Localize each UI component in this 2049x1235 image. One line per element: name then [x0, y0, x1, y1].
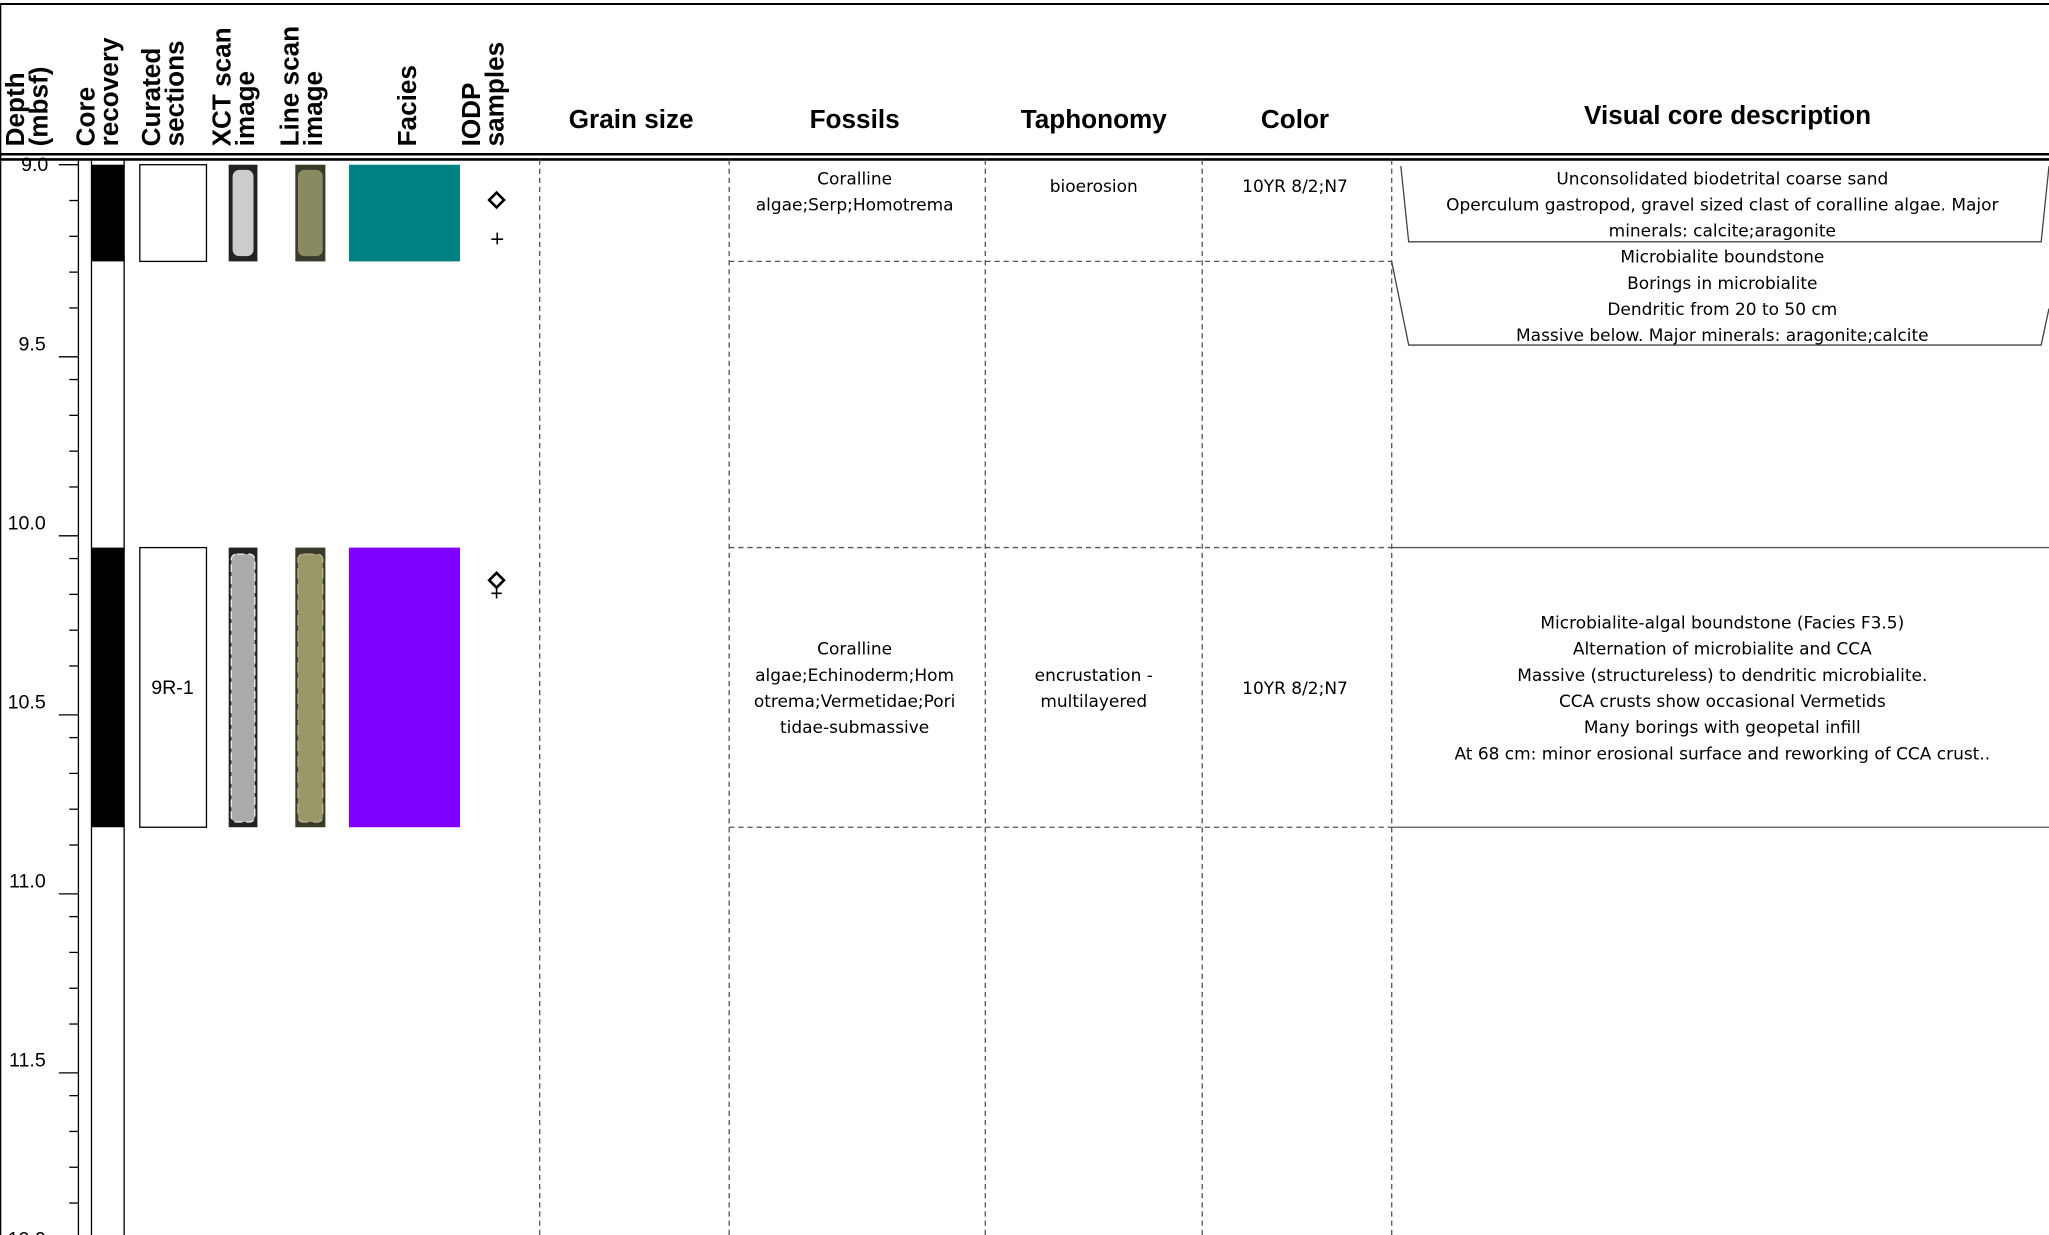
description-callouts — [1391, 165, 2049, 346]
column-header: IODP — [456, 83, 486, 147]
description: Microbialite-algal boundstone (Facies F3… — [1540, 614, 1904, 634]
description: Dendritic from 20 to 50 cm — [1607, 300, 1837, 320]
column-header: Color — [1261, 104, 1329, 134]
column-header: XCT scan — [206, 27, 236, 146]
description: CCA crusts show occasional Vermetids — [1559, 692, 1886, 712]
depth-label: 12.0 — [8, 1228, 46, 1235]
column-header: Facies — [392, 65, 422, 146]
fossils: otrema;Vermetidae;Pori — [754, 692, 956, 712]
fossils: Coralline — [817, 169, 892, 189]
column-header: Grain size — [569, 104, 694, 134]
column-header: samples — [479, 42, 509, 147]
description: Unconsolidated biodetrital coarse sand — [1556, 169, 1888, 189]
column-header: Visual core description — [1584, 100, 1871, 130]
depth-label: 10.5 — [8, 691, 46, 713]
column-header: Taphonomy — [1021, 104, 1168, 134]
color: 10YR 8/2;N7 — [1242, 679, 1348, 699]
color: 10YR 8/2;N7 — [1242, 177, 1348, 197]
column-header: (mbsf) — [23, 67, 53, 147]
core-column — [90, 159, 125, 1235]
xct-image — [228, 164, 258, 828]
depth-label: 10.0 — [8, 512, 46, 534]
column-header: Line scan — [274, 26, 304, 147]
column-header: Depth — [0, 72, 30, 146]
column-header: recovery — [94, 37, 124, 146]
iodp-samples — [487, 190, 506, 599]
taphonomy: bioerosion — [1050, 177, 1138, 197]
taphonomy: multilayered — [1040, 692, 1147, 712]
fossils: Coralline — [817, 640, 892, 660]
taphonomy: encrustation - — [1035, 666, 1153, 686]
depth-label: 9.0 — [21, 154, 48, 176]
description: Alternation of microbialite and CCA — [1573, 640, 1872, 660]
depth-label: 11.0 — [9, 870, 46, 892]
description: Microbialite boundstone — [1620, 248, 1824, 268]
facies — [348, 164, 460, 828]
fossils: tidae-submassive — [780, 718, 929, 738]
depth-label: 9.5 — [18, 333, 45, 355]
column-header: image — [298, 71, 328, 147]
column-header: sections — [159, 40, 189, 146]
column-header: Fossils — [810, 104, 900, 134]
description: At 68 cm: minor erosional surface and re… — [1454, 744, 1990, 764]
description: Operculum gastropod, gravel sized clast … — [1446, 195, 1998, 215]
column-dividers — [539, 159, 2049, 1235]
column-header: image — [230, 71, 260, 147]
fossils: algae;Serp;Homotrema — [756, 195, 954, 215]
description: Many borings with geopetal infill — [1584, 718, 1861, 738]
fossils: algae;Echinoderm;Hom — [755, 666, 954, 686]
description: Massive below. Major minerals: aragonite… — [1516, 326, 1929, 346]
section-label: 9R-1 — [151, 677, 193, 699]
column-header: Core — [70, 87, 100, 147]
column-header: Curated — [136, 48, 166, 147]
depth-label: 11.5 — [9, 1049, 46, 1071]
description: Massive (structureless) to dendritic mic… — [1517, 666, 1927, 686]
description: Borings in microbialite — [1627, 274, 1817, 294]
line-scan-image — [295, 164, 326, 828]
description: minerals: calcite;aragonite — [1609, 222, 1836, 242]
curated-sections — [139, 164, 208, 828]
